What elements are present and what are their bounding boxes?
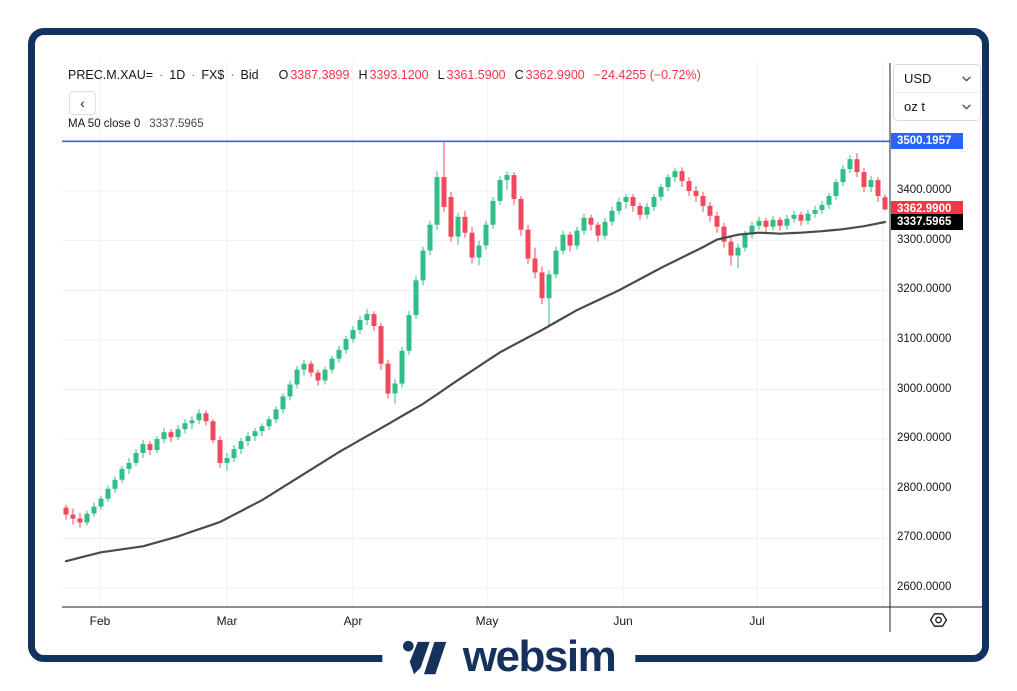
ohlc-values: O 3387.3899 H 3393.1200 L 3361.5900 C 3362.9… (279, 68, 701, 82)
unit-selector-box: USD oz t (893, 64, 981, 121)
collapse-toolbar-button[interactable]: ‹ (69, 91, 96, 115)
price-badge: 3362.9900 (891, 201, 963, 218)
websim-logo-text: websim (462, 632, 617, 681)
symbol-name[interactable]: PREC.M.XAU= (68, 68, 154, 82)
high-value: H 3393.1200 (358, 68, 429, 82)
ma-indicator-value: 3337.5965 (149, 118, 204, 130)
price-tick-label: 2900.0000 (897, 432, 952, 445)
price-type-label: Bid (240, 68, 259, 82)
month-tick-label: May (475, 614, 499, 628)
month-tick-label: Jul (749, 614, 765, 628)
price-tick-label: 3400.0000 (897, 184, 952, 196)
price-tick-label: 2700.0000 (897, 531, 952, 544)
interval-label[interactable]: 1D (169, 68, 186, 82)
separator-dot: · (191, 68, 196, 82)
ma-indicator-label: MA 50 close 0 (68, 118, 141, 130)
price-tick-label: 3300.0000 (897, 233, 952, 246)
exchange-label: FX$ (201, 68, 225, 82)
price-tick-label: 2600.0000 (897, 581, 952, 593)
separator-dot: · (159, 68, 164, 82)
close-value: C 3362.9900 (514, 68, 585, 82)
chevron-left-icon: ‹ (80, 95, 85, 111)
price-tick-label: 3000.0000 (897, 382, 952, 395)
month-tick-label: Mar (216, 614, 238, 628)
unit-select[interactable]: oz t (894, 92, 980, 120)
symbol-status-line[interactable]: PREC.M.XAU= · 1D · FX$ · Bid O 3387.3899 … (68, 68, 701, 82)
chevron-down-icon (962, 104, 971, 110)
change-value: −24.4255 (−0.72%) (593, 68, 701, 82)
price-badge: 3500.1957 (891, 133, 963, 150)
currency-select-value: USD (904, 71, 932, 86)
websim-logo-mark-icon (402, 640, 446, 675)
time-scale[interactable]: Feb Mar Apr May Jun Jul (35, 608, 890, 634)
month-tick-label: Feb (89, 614, 111, 628)
month-tick-label: Apr (343, 614, 363, 628)
currency-select[interactable]: USD (894, 65, 980, 92)
websim-logo: websim (381, 630, 636, 688)
open-value: O 3387.3899 (278, 68, 350, 82)
ma-indicator-row[interactable]: MA 50 close 0 3337.5965 (68, 118, 204, 130)
price-tick-label: 2800.0000 (897, 481, 952, 494)
price-tick-label: 3100.0000 (897, 332, 952, 345)
price-badge: 3337.5965 (891, 213, 963, 230)
chevron-down-icon (962, 76, 971, 82)
price-scale[interactable]: 3400.0000 3300.0000 3200.0000 3100.0000 3000… (890, 35, 982, 632)
separator-dot: · (230, 68, 235, 82)
low-value: L 3361.5900 (437, 68, 506, 82)
instrument-settings-hexagon-icon[interactable] (924, 611, 952, 629)
month-tick-label: Jun (613, 614, 633, 628)
unit-select-value: oz t (904, 99, 925, 114)
price-tick-label: 3200.0000 (897, 283, 952, 296)
